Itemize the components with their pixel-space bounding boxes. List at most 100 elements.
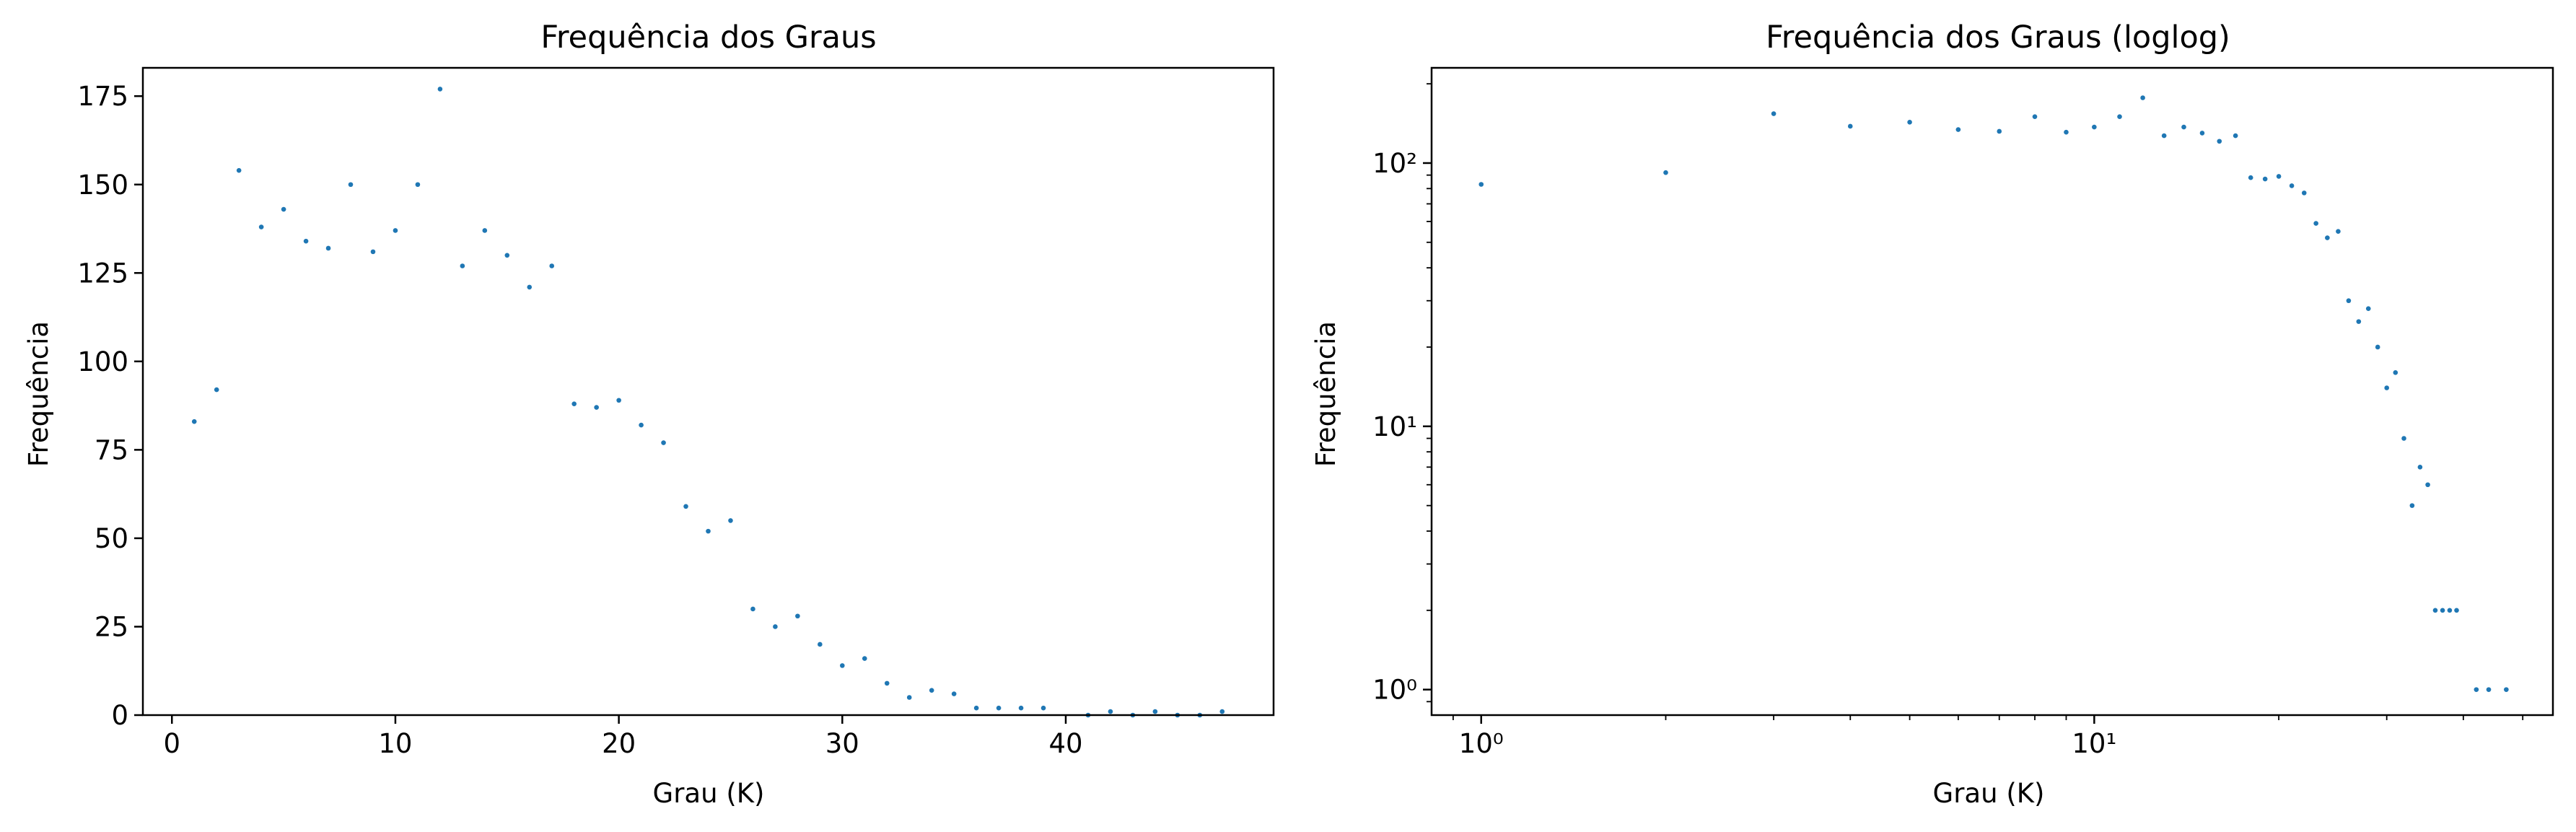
linear-plot-data-point bbox=[884, 680, 890, 686]
linear-plot-data-point bbox=[393, 228, 398, 233]
linear-plot-data-point bbox=[795, 613, 800, 619]
loglog-plot-data-point bbox=[2365, 306, 2371, 311]
loglog-plot-data-point bbox=[2161, 133, 2167, 139]
linear-plot-y-tick-label: 75 bbox=[95, 434, 128, 465]
linear-plot-panel: Frequência dos Graus Grau (K) Frequência… bbox=[23, 19, 1275, 809]
linear-plot-data-point bbox=[929, 688, 934, 693]
linear-plot-data-point bbox=[906, 695, 912, 700]
linear-plot-y-tick-label: 25 bbox=[95, 611, 128, 642]
linear-plot-data-point bbox=[214, 387, 219, 393]
linear-plot-data-point bbox=[460, 263, 465, 268]
loglog-plot-points bbox=[1478, 95, 2509, 692]
loglog-plot-x-tick-label: 10⁰ bbox=[1459, 728, 1504, 759]
linear-plot-data-point bbox=[773, 624, 778, 629]
loglog-plot-data-point bbox=[2474, 687, 2479, 692]
loglog-plot-data-point bbox=[2217, 139, 2222, 144]
linear-plot-data-point bbox=[348, 182, 354, 188]
linear-plot-data-point bbox=[616, 398, 621, 403]
loglog-plot-frame bbox=[1430, 66, 2554, 717]
loglog-plot-data-point bbox=[2181, 124, 2186, 130]
loglog-plot-data-point bbox=[2199, 131, 2205, 136]
linear-plot-data-point bbox=[1018, 705, 1024, 711]
loglog-plot-data-point bbox=[2248, 175, 2253, 180]
loglog-plot-data-point bbox=[2325, 235, 2330, 240]
loglog-plot-data-point bbox=[2356, 319, 2362, 324]
linear-plot-data-point bbox=[258, 224, 264, 229]
linear-plot-data-point bbox=[818, 641, 823, 647]
loglog-plot-y-axis-label: Frequência bbox=[1310, 321, 1341, 467]
loglog-plot-data-point bbox=[2447, 608, 2453, 613]
loglog-plot-data-point bbox=[2393, 370, 2398, 375]
linear-plot-points bbox=[191, 87, 1225, 718]
linear-plot-x-tick-label: 20 bbox=[602, 728, 636, 759]
linear-plot-data-point bbox=[639, 422, 644, 428]
linear-plot-data-point bbox=[951, 691, 957, 696]
loglog-plot-data-point bbox=[1955, 127, 1961, 132]
linear-plot-title: Frequência dos Graus bbox=[540, 19, 876, 56]
linear-plot-data-point bbox=[549, 263, 555, 268]
linear-plot-data-point bbox=[482, 228, 488, 233]
linear-plot-data-point bbox=[1108, 709, 1113, 714]
linear-plot-data-point bbox=[437, 87, 443, 92]
linear-plot-x-tick-label: 30 bbox=[825, 728, 859, 759]
linear-plot-data-point bbox=[236, 167, 242, 173]
loglog-plot-title: Frequência dos Graus (loglog) bbox=[1766, 19, 2230, 56]
loglog-plot-data-point bbox=[2117, 114, 2122, 120]
loglog-plot-data-point bbox=[1663, 170, 1668, 175]
linear-plot-data-point bbox=[504, 253, 510, 258]
linear-plot-x-tick-label: 40 bbox=[1048, 728, 1082, 759]
loglog-plot-data-point bbox=[2401, 436, 2406, 441]
loglog-plot-y-tick-label: 10¹ bbox=[1372, 411, 1417, 442]
linear-plot-data-point bbox=[661, 440, 666, 445]
linear-plot-y-axis-label: Frequência bbox=[23, 321, 54, 467]
linear-plot-x-axis-label: Grau (K) bbox=[653, 778, 765, 809]
loglog-plot-data-point bbox=[2454, 608, 2459, 613]
linear-plot-data-point bbox=[1152, 709, 1158, 714]
linear-plot-y-tick-label: 100 bbox=[77, 346, 128, 377]
linear-plot-y-tick-label: 150 bbox=[77, 170, 128, 201]
loglog-plot-data-point bbox=[2032, 114, 2038, 120]
linear-plot-data-point bbox=[1219, 709, 1225, 714]
linear-plot-y-tick-label: 125 bbox=[77, 258, 128, 289]
loglog-plot-data-point bbox=[2092, 124, 2097, 130]
loglog-plot-x-tick-label: 10¹ bbox=[2072, 728, 2116, 759]
loglog-plot-y-tick-label: 10² bbox=[1372, 148, 1417, 179]
linear-plot-data-point bbox=[415, 182, 421, 188]
linear-plot-data-point bbox=[281, 206, 286, 212]
loglog-plot-data-point bbox=[2486, 687, 2492, 692]
loglog-plot-data-point bbox=[1997, 128, 2002, 134]
loglog-plot-data-point bbox=[2375, 344, 2380, 350]
loglog-plot-panel: Frequência dos Graus (loglog) Grau (K) F… bbox=[1310, 19, 2554, 809]
loglog-plot-data-point bbox=[2289, 183, 2295, 188]
loglog-plot-ticks: 10⁰ 10¹ 10⁰ 10¹ 10² bbox=[1372, 83, 2524, 759]
loglog-plot-data-point bbox=[1771, 111, 1777, 116]
linear-plot-data-point bbox=[594, 405, 599, 410]
loglog-plot-data-point bbox=[2313, 221, 2318, 226]
linear-plot-data-point bbox=[1041, 705, 1046, 711]
loglog-plot-data-point bbox=[2336, 229, 2341, 234]
loglog-plot-data-point bbox=[2409, 503, 2415, 508]
loglog-plot-data-point bbox=[2262, 176, 2268, 182]
linear-plot-data-point bbox=[303, 238, 309, 244]
loglog-plot-data-point bbox=[1478, 182, 1484, 187]
linear-plot-frame bbox=[141, 66, 1275, 717]
linear-plot-x-tick-label: 10 bbox=[378, 728, 412, 759]
loglog-plot-data-point bbox=[2425, 482, 2430, 488]
linear-plot-data-point bbox=[325, 245, 331, 251]
linear-plot-y-tick-label: 0 bbox=[111, 700, 128, 731]
linear-plot-x-tick-label: 0 bbox=[163, 728, 180, 759]
linear-plot-data-point bbox=[862, 656, 867, 661]
loglog-plot-data-point bbox=[1907, 119, 1912, 125]
linear-plot-data-point bbox=[191, 419, 197, 424]
loglog-plot-data-point bbox=[2064, 129, 2069, 135]
loglog-plot-data-point bbox=[2384, 385, 2390, 390]
linear-plot-data-point bbox=[706, 528, 711, 534]
loglog-plot-data-point bbox=[2140, 95, 2145, 100]
loglog-plot-y-tick-label: 10⁰ bbox=[1372, 675, 1417, 706]
loglog-plot-data-point bbox=[1847, 123, 1853, 129]
loglog-plot-data-point bbox=[2432, 608, 2438, 613]
linear-plot-y-tick-label: 50 bbox=[95, 523, 128, 554]
loglog-plot-data-point bbox=[2233, 133, 2238, 139]
